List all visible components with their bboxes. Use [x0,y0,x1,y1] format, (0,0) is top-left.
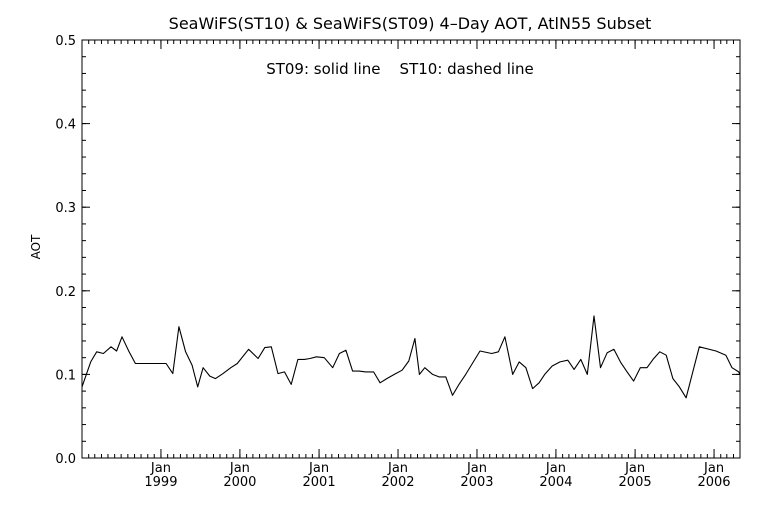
x-tick-year-label: 2005 [619,475,652,490]
x-tick-month-label: Jan [150,461,171,476]
x-tick-year-label: 2000 [223,475,256,490]
x-tick-year-label: 2003 [460,475,493,490]
series-line-solid [81,315,741,399]
chart-title: SeaWiFS(ST10) & SeaWiFS(ST09) 4–Day AOT,… [169,14,652,33]
y-tick-label: 0.3 [55,201,76,216]
y-tick-label: 0.5 [55,34,76,49]
x-tick-year-label: 2006 [697,475,730,490]
series-group [81,315,741,399]
y-tick-label: 0.1 [55,368,76,383]
line-style-annotation: ST09: solid line ST10: dashed line [266,60,534,78]
y-tick-label: 0.2 [55,285,76,300]
x-tick-month-label: Jan [308,461,329,476]
x-tick-month-label: Jan [229,461,250,476]
y-tick-label: 0.4 [55,118,76,133]
plot-frame [81,39,741,459]
y-tick-label: 0.0 [55,452,76,467]
x-tick-year-label: 2004 [539,475,572,490]
x-tick-month-label: Jan [624,461,645,476]
x-tick-year-label: 1999 [144,475,177,490]
x-tick-month-label: Jan [545,461,566,476]
x-tick-year-label: 2002 [381,475,414,490]
x-tick-month-label: Jan [387,461,408,476]
x-tick-month-label: Jan [703,461,724,476]
y-axis-label: AOT [29,234,43,259]
x-tick-year-label: 2001 [303,475,336,490]
x-tick-month-label: Jan [466,461,487,476]
axes: 0.00.10.20.30.40.5Jan1999Jan2000Jan2001J… [55,34,741,490]
